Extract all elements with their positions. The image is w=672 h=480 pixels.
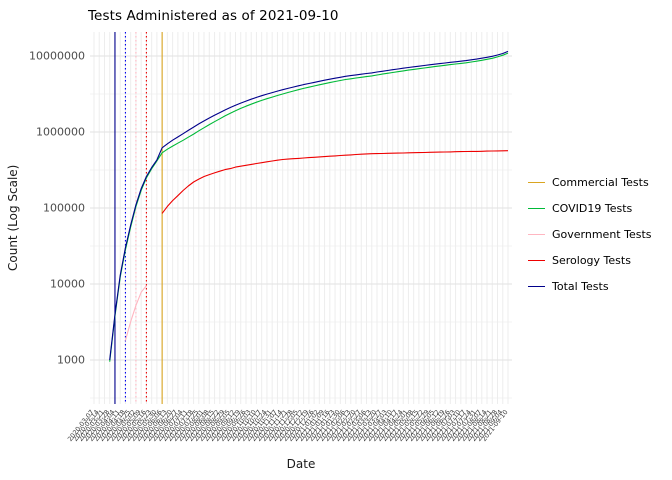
legend-item-covid19-tests: COVID19 Tests — [528, 202, 652, 215]
y-tick-label: 1000000 — [36, 126, 85, 139]
legend-key-line-commercial-tests — [528, 182, 545, 183]
series-line-total-tests — [109, 50, 509, 361]
x-axis-title: Date — [286, 457, 316, 471]
legend-key-line-total-tests — [528, 286, 545, 287]
legend-key-line-government-tests — [528, 234, 545, 235]
series-line-serology-tests — [161, 150, 509, 214]
series-line-government-tests — [124, 285, 147, 341]
legend: Commercial Tests COVID19 Tests Government … — [528, 176, 652, 293]
y-axis-title: Count (Log Scale) — [6, 164, 20, 272]
y-tick-label: 100000 — [43, 202, 85, 215]
y-tick-label: 10000000 — [29, 50, 85, 63]
legend-key-line-covid19-tests — [528, 208, 545, 209]
y-tick-label: 1000 — [57, 354, 85, 367]
chart-title: Tests Administered as of 2021-09-10 — [88, 8, 339, 24]
legend-key-line-serology-tests — [528, 260, 545, 261]
legend-item-total-tests: Total Tests — [528, 280, 652, 293]
legend-item-commercial-tests: Commercial Tests — [528, 176, 652, 189]
legend-item-serology-tests: Serology Tests — [528, 254, 652, 267]
legend-label: Government Tests — [552, 228, 652, 241]
y-tick-label: 10000 — [50, 278, 85, 291]
legend-item-government-tests: Government Tests — [528, 228, 652, 241]
legend-label: COVID19 Tests — [552, 202, 633, 215]
legend-label: Serology Tests — [552, 254, 631, 267]
legend-label: Commercial Tests — [552, 176, 649, 189]
series-line-covid19-tests — [109, 52, 509, 362]
legend-label: Total Tests — [552, 280, 609, 293]
